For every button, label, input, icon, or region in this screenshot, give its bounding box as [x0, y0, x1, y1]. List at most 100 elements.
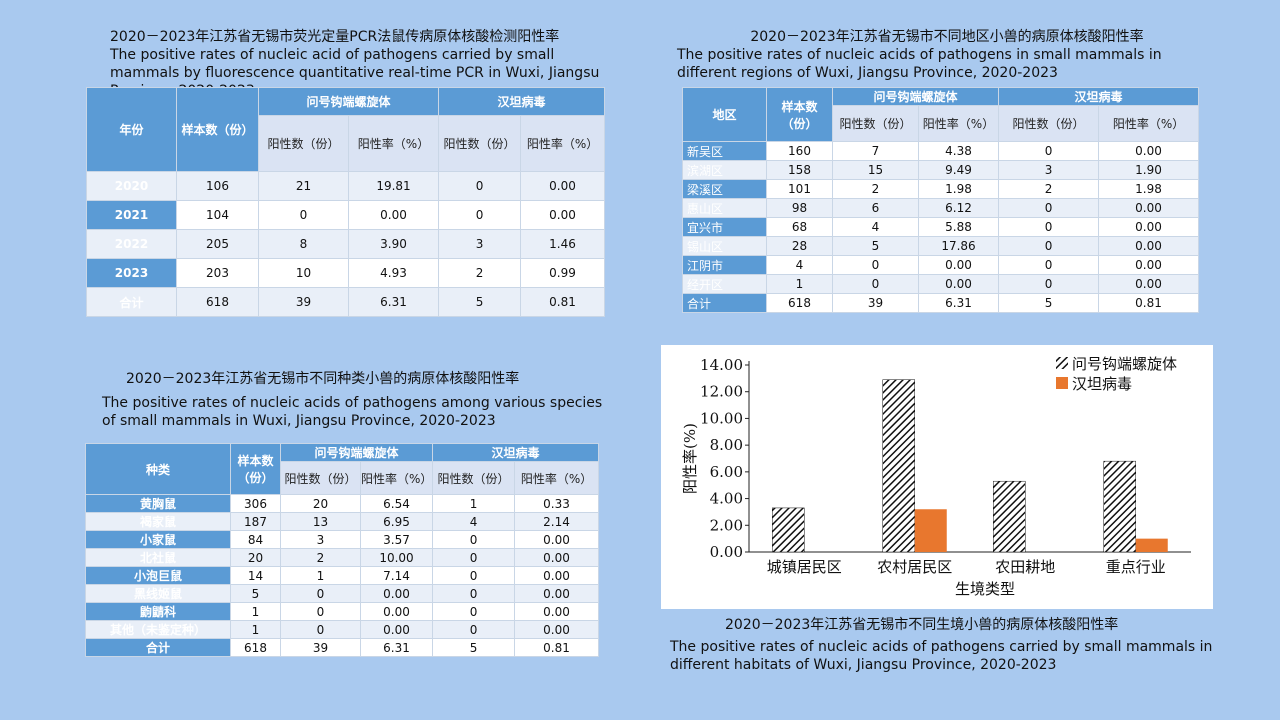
value-cell: 5	[998, 293, 1100, 313]
table2-caption: 2020－2023年江苏省无锡市不同地区小兽的病原体核酸阳性率 The posi…	[677, 28, 1217, 82]
hantavirus-bar	[1135, 538, 1168, 552]
region-row: 合计 618 39 6.31 5 0.81	[682, 293, 1200, 313]
value-cell: 5	[230, 584, 281, 603]
value-cell: 0.00	[520, 171, 606, 201]
value-cell: 0.00	[359, 602, 434, 621]
value-cell: 0	[280, 584, 361, 603]
value-cell: 5.88	[917, 217, 1000, 237]
value-cell: 0	[998, 274, 1100, 294]
value-cell: 618	[230, 638, 281, 657]
value-cell: 0.00	[359, 620, 434, 639]
row-label-cell: 鼩鼱科	[85, 602, 231, 621]
value-cell: 0	[258, 200, 349, 230]
value-cell: 0.00	[514, 548, 600, 567]
region-row: 锡山区 28 5 17.86 0 0.00	[682, 236, 1200, 256]
x-category-label: 农村居民区	[877, 558, 952, 576]
y-tick-label: 8.00	[710, 436, 743, 454]
value-cell: 0	[432, 566, 516, 585]
header-lep-rate: 阳性率（%）	[917, 105, 1000, 142]
table3-title-zh: 2020－2023年江苏省无锡市不同种类小兽的病原体核酸阳性率	[126, 371, 520, 387]
y-tick-label: 12.00	[700, 383, 743, 401]
leptospira-bar	[882, 379, 915, 553]
y-tick-label: 4.00	[710, 490, 743, 508]
header-leptospira: 问号钩端螺旋体	[279, 443, 434, 462]
species-row: 鼩鼱科 1 0 0.00 0 0.00	[85, 602, 600, 621]
row-label-cell: 2020	[86, 171, 177, 201]
row-label-cell: 锡山区	[682, 236, 767, 256]
value-cell: 7.14	[359, 566, 434, 585]
value-cell: 306	[230, 494, 281, 513]
value-cell: 0	[438, 171, 522, 201]
row-label-cell: 梁溪区	[682, 179, 767, 199]
value-cell: 0	[280, 620, 361, 639]
value-cell: 618	[176, 287, 259, 317]
row-label-cell: 小家鼠	[85, 530, 231, 549]
value-cell: 160	[766, 141, 833, 161]
value-cell: 1.98	[917, 179, 1000, 199]
value-cell: 0.00	[514, 566, 600, 585]
value-cell: 4	[766, 255, 833, 275]
value-cell: 0	[832, 255, 919, 275]
value-cell: 14	[230, 566, 281, 585]
value-cell: 3	[280, 530, 361, 549]
species-row: 黄胸鼠 306 20 6.54 1 0.33	[85, 494, 600, 513]
row-label-cell: 合计	[682, 293, 767, 313]
species-row: 北社鼠 20 2 10.00 0 0.00	[85, 548, 600, 567]
species-row: 合计 618 39 6.31 5 0.81	[85, 638, 600, 657]
species-positive-rate-table: 种类 样本数（份） 问号钩端螺旋体 汉坦病毒 阳性数（份） 阳性率（%） 阳性数…	[85, 443, 600, 657]
value-cell: 20	[280, 494, 361, 513]
value-cell: 106	[176, 171, 259, 201]
y-tick-label: 10.00	[700, 409, 743, 427]
legend-label: 汉坦病毒	[1072, 375, 1132, 393]
region-row: 宜兴市 68 4 5.88 0 0.00	[682, 217, 1200, 237]
header-hantavirus: 汉坦病毒	[432, 443, 600, 462]
species-row: 小家鼠 84 3 3.57 0 0.00	[85, 530, 600, 549]
value-cell: 10.00	[359, 548, 434, 567]
value-cell: 4	[832, 217, 919, 237]
header-lep-rate: 阳性率（%）	[359, 461, 434, 495]
value-cell: 1.46	[520, 229, 606, 259]
value-cell: 28	[766, 236, 833, 256]
value-cell: 2	[998, 179, 1100, 199]
region-row: 梁溪区 101 2 1.98 2 1.98	[682, 179, 1200, 199]
table1-title-zh: 2020－2023年江苏省无锡市荧光定量PCR法鼠传病原体核酸检测阳性率	[110, 29, 560, 45]
header-han-positive: 阳性数（份）	[998, 105, 1100, 142]
value-cell: 101	[766, 179, 833, 199]
header-han-rate: 阳性率（%）	[1098, 105, 1200, 142]
value-cell: 0	[432, 620, 516, 639]
value-cell: 0	[998, 198, 1100, 218]
value-cell: 4.38	[917, 141, 1000, 161]
row-label-cell: 2023	[86, 258, 177, 288]
habitat-bar-chart: 0.00 2.00 4.00 6.00 8.00 10.00 12.00 14.00 阳性率(%…	[661, 345, 1213, 609]
value-cell: 0.81	[1098, 293, 1200, 313]
value-cell: 0.99	[520, 258, 606, 288]
value-cell: 39	[832, 293, 919, 313]
table3-title-en: The positive rates of nucleic acids of p…	[102, 395, 603, 429]
value-cell: 0.00	[359, 584, 434, 603]
value-cell: 0	[280, 602, 361, 621]
chart-caption-zh: 2020－2023年江苏省无锡市不同生境小兽的病原体核酸阳性率	[725, 617, 1119, 633]
value-cell: 205	[176, 229, 259, 259]
value-cell: 84	[230, 530, 281, 549]
species-row: 褐家鼠 187 13 6.95 4 2.14	[85, 512, 600, 531]
year-row: 合计 618 39 6.31 5 0.81	[86, 287, 606, 317]
row-label-cell: 2022	[86, 229, 177, 259]
value-cell: 17.86	[917, 236, 1000, 256]
header-leptospira: 问号钩端螺旋体	[831, 87, 1000, 106]
row-label-cell: 合计	[86, 287, 177, 317]
species-row: 黑线姬鼠 5 0 0.00 0 0.00	[85, 584, 600, 603]
header-han-rate: 阳性率（%）	[514, 461, 600, 495]
value-cell: 3	[998, 160, 1100, 180]
header-han-positive: 阳性数（份）	[432, 461, 516, 495]
y-tick-label: 2.00	[710, 516, 743, 534]
value-cell: 15	[832, 160, 919, 180]
value-cell: 4	[432, 512, 516, 531]
value-cell: 0	[832, 274, 919, 294]
year-row: 2021 104 0 0.00 0 0.00	[86, 200, 606, 230]
header-lep-positive: 阳性数（份）	[280, 461, 361, 495]
value-cell: 1	[432, 494, 516, 513]
value-cell: 6.95	[359, 512, 434, 531]
x-category-label: 重点行业	[1106, 558, 1166, 576]
value-cell: 6	[832, 198, 919, 218]
header-lep-rate: 阳性率（%）	[347, 115, 440, 172]
